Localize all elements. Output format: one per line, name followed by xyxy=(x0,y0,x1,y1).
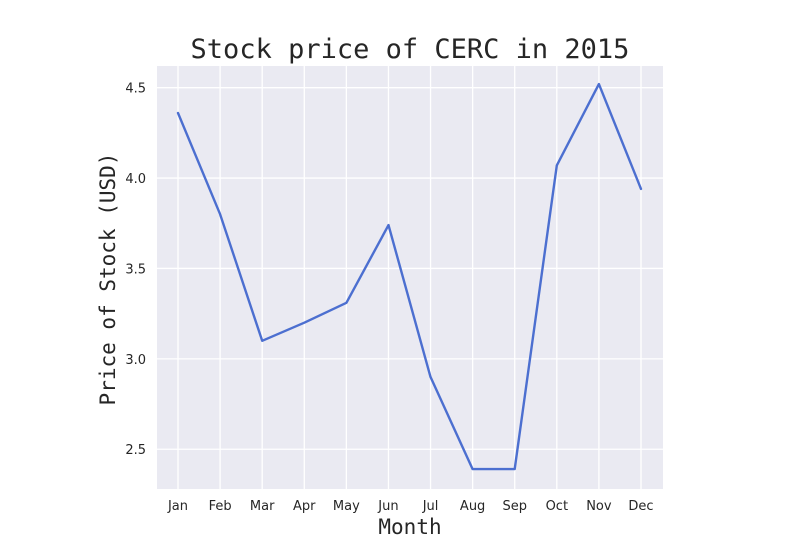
x-tick-label: Jul xyxy=(422,499,439,514)
x-tick-label: May xyxy=(333,499,360,514)
x-tick-label: Dec xyxy=(628,499,653,514)
plot-area xyxy=(157,66,663,489)
y-tick-label: 4.5 xyxy=(125,82,146,97)
x-tick-label: Jan xyxy=(167,499,188,514)
x-tick-label: Jun xyxy=(377,499,398,514)
y-tick-labels: 2.5 3.0 3.5 4.0 4.5 xyxy=(125,82,146,459)
y-tick-label: 3.5 xyxy=(125,262,146,277)
x-tick-labels: Jan Feb Mar Apr May Jun Jul Aug Sep Oct Nov Dec xyxy=(167,499,654,514)
grid xyxy=(157,66,663,489)
chart-title: Stock price of CERC in 2015 xyxy=(191,34,630,65)
y-tick-label: 4.0 xyxy=(125,172,146,187)
x-axis-label: Month xyxy=(378,515,441,539)
x-tick-label: Sep xyxy=(502,499,527,514)
series-line xyxy=(176,82,643,471)
x-tick-label: Apr xyxy=(293,499,316,514)
x-tick-label: Mar xyxy=(250,499,275,514)
x-tick-label: Feb xyxy=(209,499,232,514)
y-tick-label: 2.5 xyxy=(125,443,146,458)
y-axis-label: Price of Stock (USD) xyxy=(96,153,120,406)
y-tick-label: 3.0 xyxy=(125,353,146,368)
series-layer xyxy=(176,82,643,471)
x-tick-label: Aug xyxy=(460,499,485,514)
x-tick-label: Nov xyxy=(586,499,612,514)
x-tick-label: Oct xyxy=(546,499,568,514)
